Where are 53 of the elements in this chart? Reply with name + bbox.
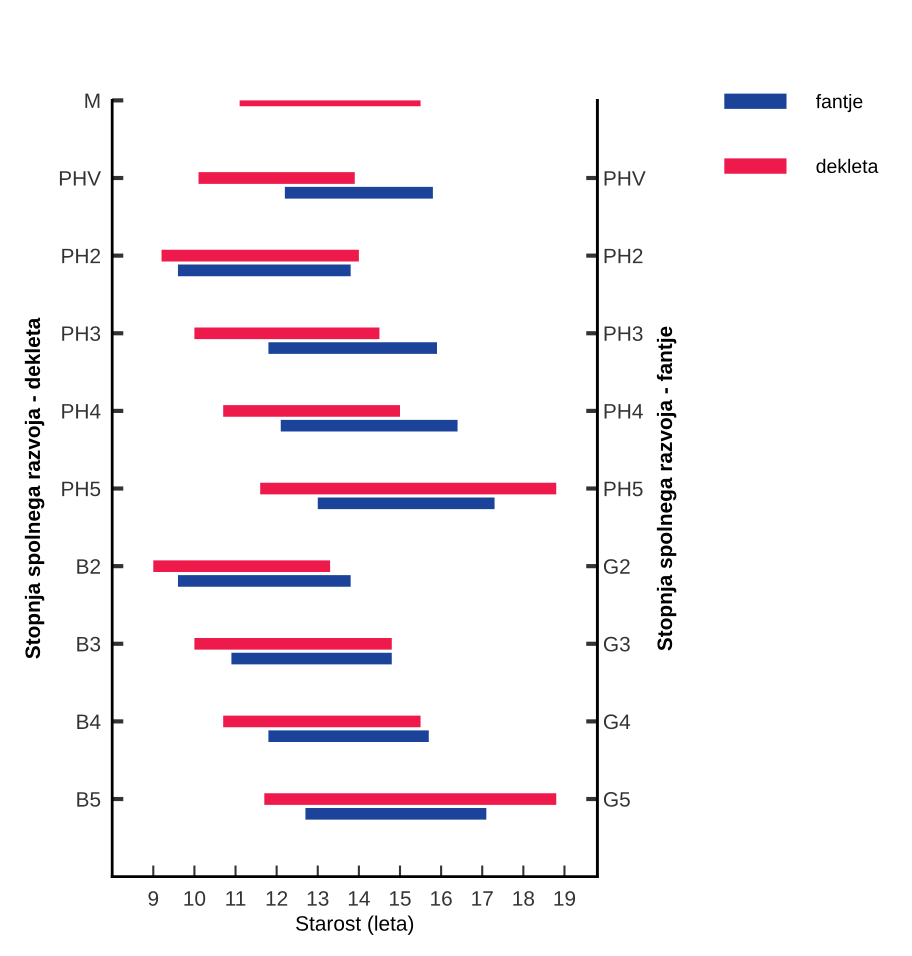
y-tick-label: PH4 [62,404,100,418]
x-tick-label: 10 [184,891,206,906]
bar [194,327,380,340]
y-tick-label: PHV [60,171,101,186]
x-tick-label: 14 [348,891,370,906]
x-axis-title: Starost (leta) [296,916,414,935]
y2-tick-label: G5 [604,792,630,807]
bar [223,405,400,417]
x-tick-label: 16 [431,891,452,906]
x-tick-label: 9 [148,891,158,906]
bar [178,264,351,276]
bar [178,575,351,587]
bar [268,342,438,354]
y-tick-label: B4 [77,714,100,729]
y2-tick-label: G4 [604,714,630,730]
bar [318,497,495,510]
y2-tick-label: G3 [604,636,630,652]
bar [268,730,429,742]
bar [284,186,433,199]
x-tick-label: 12 [266,891,288,906]
y2-tick-label: PH2 [604,248,642,264]
y-tick-label: M [85,94,100,108]
bar [264,793,556,805]
bar [194,638,392,650]
y2-tick-label: PH3 [604,326,643,342]
x-tick-label: 15 [390,891,411,906]
y-tick-label: PH2 [62,248,100,264]
x-tick-label: 19 [554,891,576,906]
bar [153,560,330,572]
x-tick-label: 11 [226,891,246,906]
y2-tick-label: PH4 [604,404,643,418]
bar [198,172,355,184]
bar [305,808,486,820]
y2-axis-title: Stopnja spolnega razvoja - fantje [656,326,676,651]
x-tick-label: 17 [472,891,493,906]
bar [162,250,359,262]
legend-label: dekleta [816,158,878,174]
x-tick-label: 18 [513,891,534,906]
y-tick-label: B3 [77,636,100,652]
bar [260,482,556,494]
y-tick-label: B5 [77,792,100,807]
bar [231,652,392,664]
legend-label: fantje [816,94,862,112]
x-tick-label: 13 [308,891,328,906]
y2-tick-label: PH5 [604,482,643,496]
y-tick-label: PH5 [62,482,100,496]
bar [223,716,421,728]
y-tick-label: PH3 [62,326,100,342]
y-tick-label: B2 [77,559,100,574]
y-axis-title: Stopnja spolnega razvoja - dekleta [24,318,44,659]
bar [280,420,458,432]
y2-tick-label: PHV [604,171,646,186]
y2-tick-label: G2 [604,559,630,574]
